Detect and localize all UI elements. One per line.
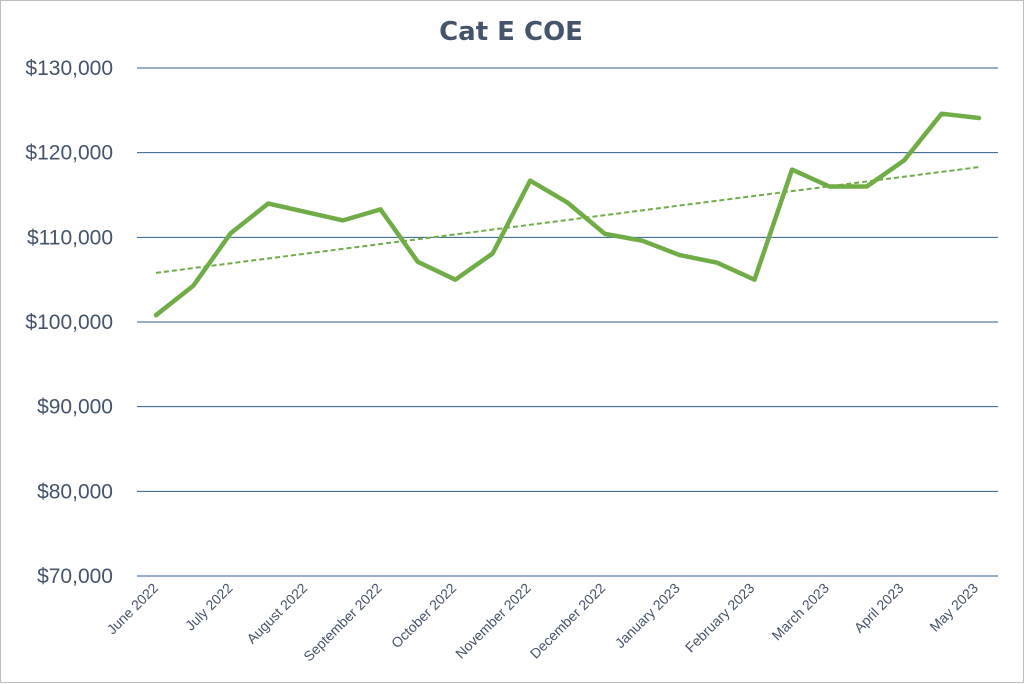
y-tick-label: $120,000 (25, 142, 113, 165)
x-tick-label: July 2022 (182, 580, 236, 634)
y-tick-label: $100,000 (25, 311, 113, 334)
x-tick-label: June 2022 (104, 580, 162, 638)
y-axis-tick-labels: $70,000 $80,000 $90,000 $100,000 $110,000 $12… (25, 57, 113, 588)
y-tick-label: $80,000 (37, 480, 113, 503)
x-tick-label: February 2023 (682, 580, 758, 656)
x-tick-label: April 2023 (851, 580, 907, 636)
x-tick-label: May 2023 (926, 580, 981, 635)
y-tick-label: $70,000 (37, 565, 113, 588)
x-tick-label: September 2022 (300, 580, 385, 665)
y-tick-label: $90,000 (37, 396, 113, 419)
x-tick-label: March 2023 (768, 580, 832, 644)
x-tick-label: January 2023 (612, 580, 683, 651)
y-tick-label: $130,000 (25, 57, 113, 80)
series-line (153, 111, 982, 318)
grid-lines (137, 67, 998, 577)
series-layer (153, 111, 982, 318)
x-tick-label: August 2022 (243, 580, 310, 647)
chart-title: Cat E COE (439, 17, 583, 47)
y-tick-label: $110,000 (27, 226, 113, 249)
x-tick-label: October 2022 (388, 580, 459, 651)
x-tick-label: December 2022 (527, 580, 609, 662)
trendline-layer (155, 166, 980, 274)
trendline (155, 166, 980, 274)
x-tick-label: November 2022 (452, 580, 534, 662)
